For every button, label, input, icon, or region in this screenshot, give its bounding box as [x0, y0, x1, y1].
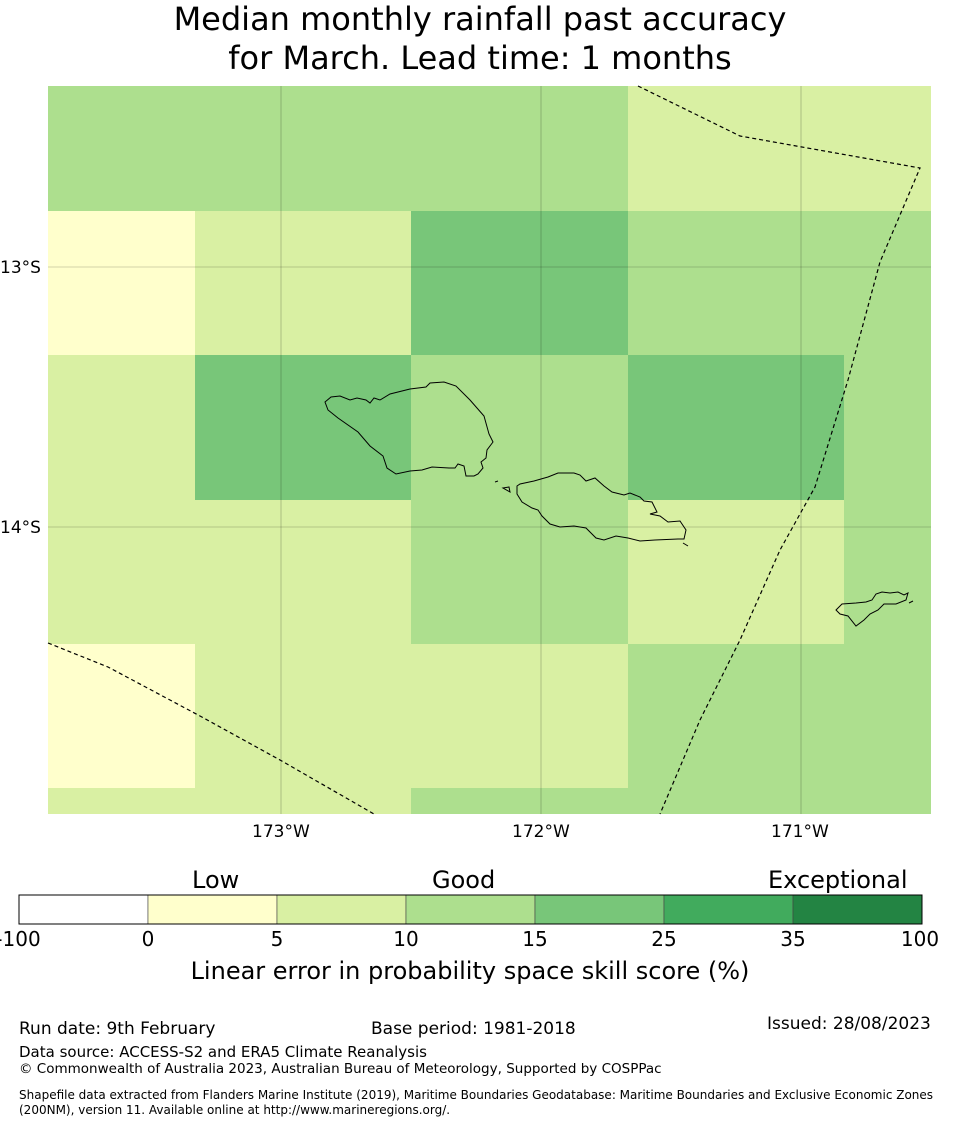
- colorbar-segment: [405, 894, 536, 925]
- lat-label-13s: 13°S: [0, 258, 41, 278]
- map-title: Median monthly rainfall past accuracy fo…: [0, 0, 960, 78]
- colorbar-tick-label: 5: [270, 927, 284, 951]
- shapefile-credit-line-1: Shapefile data extracted from Flanders M…: [19, 1088, 934, 1102]
- colorbar-segment: [276, 894, 407, 925]
- eez-boundary-north: [637, 85, 921, 815]
- map-grid-cell: [411, 500, 628, 644]
- colorbar-tick-label: 25: [651, 927, 677, 951]
- category-low: Low: [192, 866, 240, 894]
- colorbar-tick-label: 10: [393, 927, 419, 951]
- colorbar-segment: [663, 894, 794, 925]
- category-exceptional: Exceptional: [768, 866, 908, 894]
- colorbar-frame: [18, 894, 923, 925]
- coastlines: [324, 381, 914, 627]
- map-grid-cell: [628, 355, 844, 500]
- map-grid-cell: [844, 500, 931, 644]
- map-grid-cell: [628, 644, 844, 788]
- data-source: Data source: ACCESS-S2 and ERA5 Climate …: [19, 1043, 427, 1061]
- copyright-notice: © Commonwealth of Australia 2023, Austra…: [19, 1061, 662, 1077]
- lon-label-173w: 173°W: [252, 822, 310, 842]
- map-grid-cell: [195, 500, 411, 644]
- colorbar-segment: [534, 894, 665, 925]
- map-grid-cell: [411, 788, 628, 814]
- colorbar-tick-label: 100: [900, 927, 940, 951]
- map-grid-cell: [195, 211, 411, 355]
- title-line-1: Median monthly rainfall past accuracy: [173, 0, 787, 38]
- lon-label-171w: 171°W: [771, 822, 829, 842]
- map-grid-cell: [844, 644, 931, 788]
- apolima-islet-outline: [501, 486, 511, 493]
- map-grid-cell: [48, 644, 195, 788]
- map-grid-cell: [195, 644, 411, 788]
- map-grid-cell: [411, 211, 628, 355]
- map-grid-cell: [48, 788, 195, 814]
- map-grid-cell: [628, 500, 844, 644]
- map-grid-cell: [48, 211, 195, 355]
- map-grid-cell: [195, 355, 411, 500]
- colorbar-segment: [147, 894, 278, 925]
- savaii-island-outline: [324, 381, 494, 477]
- colorbar-tick-label: 35: [780, 927, 806, 951]
- lon-label-172w: 172°W: [512, 822, 570, 842]
- upolu-island-outline: [516, 472, 687, 542]
- manono-islet-outline: [494, 480, 499, 483]
- map-grid-cell: [628, 211, 844, 355]
- title-line-2: for March. Lead time: 1 months: [228, 39, 732, 77]
- map-grid-cell: [48, 355, 195, 500]
- lat-label-14s: 14°S: [0, 518, 41, 538]
- graticule: [48, 86, 931, 814]
- colorbar-segment: [792, 894, 923, 925]
- map-grid-cell: [844, 211, 931, 355]
- map-grid-cell: [48, 500, 195, 644]
- issued-date: Issued: 28/08/2023: [767, 1014, 931, 1034]
- base-period: Base period: 1981-2018: [371, 1019, 576, 1039]
- map-grid-cell: [628, 788, 844, 814]
- map-grid-cell: [411, 355, 628, 500]
- aleipata-islet-outline: [682, 542, 689, 547]
- colorbar-tick-label: 15: [522, 927, 548, 951]
- map-grid-cell: [411, 86, 628, 211]
- map-grid-cell: [411, 644, 628, 788]
- aunuu-islet-outline: [908, 600, 914, 604]
- colorbar-tick-label: 0: [141, 927, 155, 951]
- colorbar-title: Linear error in probability space skill …: [190, 957, 750, 985]
- map-grid-cell: [844, 355, 931, 500]
- map-grid-cell: [48, 86, 411, 211]
- tutuila-island-outline: [835, 591, 909, 627]
- map-grid-cell: [844, 788, 931, 814]
- shapefile-credit-line-2: (200NM), version 11. Available online at…: [19, 1103, 451, 1117]
- eez-boundary-southwest: [47, 642, 375, 815]
- colorbar: [18, 894, 923, 925]
- colorbar-tick-label: -100: [0, 927, 41, 951]
- map-grid-cell: [195, 788, 411, 814]
- category-good: Good: [432, 866, 496, 894]
- map-grid-cell: [628, 86, 931, 211]
- run-date: Run date: 9th February: [19, 1019, 216, 1039]
- map-grid-cells: [48, 86, 931, 814]
- maritime-boundaries: [47, 85, 921, 815]
- colorbar-segment: [18, 894, 149, 925]
